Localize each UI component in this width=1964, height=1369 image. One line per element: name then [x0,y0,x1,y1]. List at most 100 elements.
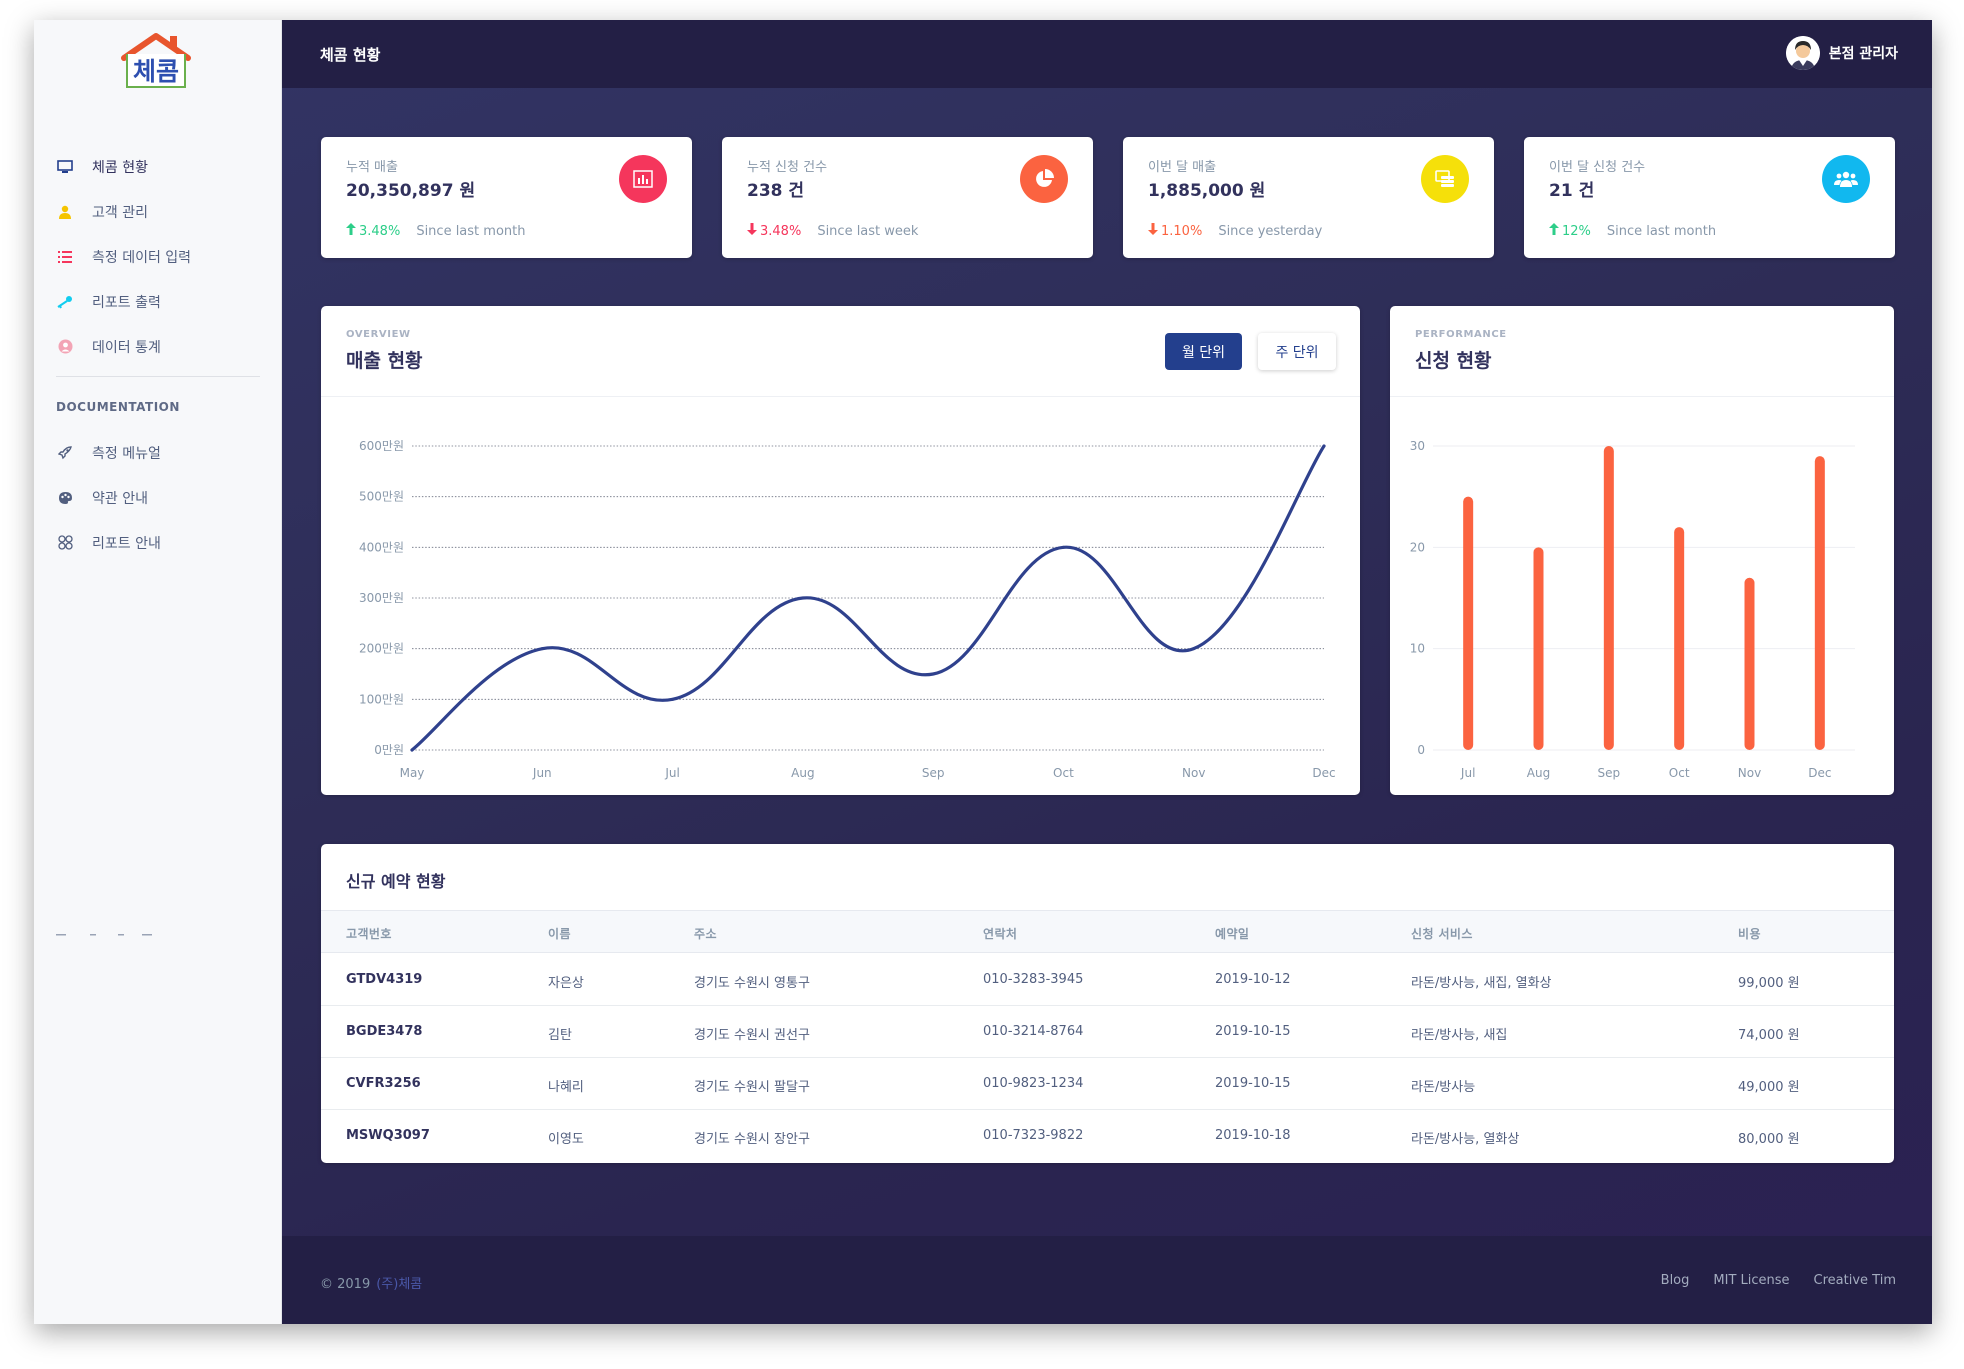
stat-percent: 3.48% [359,223,401,239]
cell-name: 자은상 [548,976,584,991]
cell-cost: 49,000 원 [1738,1080,1800,1095]
stat-card-total-sales: 누적 매출 20,350,897 원 3.48% Since last mont… [321,137,692,258]
performance-bar-chart: 0 10 20 30 Jul Aug Sep Oct Nov Dec [1410,439,1855,780]
footer: © 2019 (주)체콤 Blog MIT License Creative Ti… [282,1236,1932,1324]
y-tick-label: 500만원 [359,490,404,504]
app-window: 체콤 체콤 현황 고객 관리 측정 데이터 입력 [34,20,1932,1324]
user-menu[interactable]: 본점 관리자 [1785,36,1898,70]
sidebar-item-report-guide[interactable]: 리포트 안내 [34,520,282,565]
sidebar-item-label: 측정 데이터 입력 [92,249,192,266]
x-tick-label: Jun [532,766,552,780]
sales-chart-card: OVERVIEW 매출 현황 월 단위 주 단위 0만원 100만원 200만원 30… [321,306,1360,795]
column-header[interactable]: 이름 [548,927,571,941]
cell-name: 김탄 [548,1028,572,1043]
bar-aug[interactable] [1533,547,1544,750]
cell-cost: 80,000 원 [1738,1132,1800,1147]
column-header[interactable]: 주소 [694,927,717,941]
stat-value: 21 건 [1549,181,1595,201]
column-header[interactable]: 고객번호 [346,927,392,941]
page-title[interactable]: 체콤 현황 [320,46,381,64]
cell-date: 2019-10-12 [1215,972,1291,987]
bar-oct[interactable] [1674,527,1685,750]
data-point[interactable] [801,596,805,600]
data-point[interactable] [410,748,414,752]
roof-icon [121,33,191,61]
footer-link-creative-tim[interactable]: Creative Tim [1813,1273,1896,1288]
x-tick-label: Jul [664,766,679,780]
cell-address: 경기도 수원시 팔달구 [694,1080,810,1095]
data-point[interactable] [671,697,675,701]
monthly-button[interactable]: 월 단위 [1165,333,1242,370]
data-point[interactable] [1322,444,1326,448]
data-point[interactable] [540,647,544,651]
main-content: 체콤 현황 본점 관리자 누적 매출 20,350,897 원 [282,20,1932,1324]
table-row[interactable]: GTDV4319 자은상 경기도 수원시 영통구 010-3283-3945 2… [321,954,1894,1006]
x-tick-label: Oct [1669,766,1690,780]
logo-box [126,54,186,88]
table-row[interactable]: CVFR3256 나혜리 경기도 수원시 팔달구 010-9823-1234 2… [321,1058,1894,1110]
card-title: 신청 현황 [1415,350,1492,372]
footer-brand-link[interactable]: (주)체콤 [376,1277,423,1292]
bar-nov[interactable] [1744,577,1755,750]
bar-sep[interactable] [1603,446,1614,750]
coins-icon [1421,155,1469,203]
data-point[interactable] [1061,545,1065,549]
copyright: © 2019 (주)체콤 [320,1273,422,1292]
bar-chart-icon [619,155,667,203]
column-header[interactable]: 연락처 [983,927,1018,941]
sidebar-item-report[interactable]: 리포트 출력 [34,279,282,324]
stat-percent: 1.10% [1161,223,1203,239]
stat-since: Since last week [817,223,919,239]
bar-jul[interactable] [1463,496,1474,750]
y-tick-label: 400만원 [359,540,404,554]
bar-dec[interactable] [1814,456,1825,750]
rocket-icon [56,444,74,462]
sidebar-item-data-input[interactable]: 측정 데이터 입력 [34,234,282,279]
cell-customer-id: BGDE3478 [346,1024,423,1039]
stat-footer: 3.48% Since last week [747,223,918,239]
stat-label: 누적 신청 건수 [747,160,828,175]
sidebar-item-statistics[interactable]: 데이터 통계 [34,324,282,369]
sidebar-item-terms[interactable]: 약관 안내 [34,475,282,520]
footer-link-license[interactable]: MIT License [1713,1273,1790,1288]
sidebar-item-label: 체콤 현황 [92,159,148,176]
y-tick-label: 0만원 [374,743,404,757]
card-overline: PERFORMANCE [1415,329,1507,340]
arrow-down-icon [1148,223,1158,239]
cell-phone: 010-9823-1234 [983,1076,1084,1091]
column-header[interactable]: 비용 [1738,927,1761,941]
sidebar-item-manual[interactable]: 측정 메뉴얼 [34,430,282,475]
x-tick-label: Dec [1808,766,1831,780]
card-overline: OVERVIEW [346,329,411,340]
sidebar-item-dashboard[interactable]: 체콤 현황 [34,144,282,189]
stat-label: 이번 달 매출 [1148,160,1217,175]
monitor-icon [56,158,74,176]
data-point[interactable] [1192,647,1196,651]
sidebar-item-label: 리포트 출력 [92,294,161,311]
cell-service: 라돈/방사능 [1411,1080,1476,1095]
sidebar-item-customers[interactable]: 고객 관리 [34,189,282,234]
x-tick-label: Oct [1053,766,1074,780]
cell-service: 라돈/방사능, 열화상 [1411,1132,1520,1147]
palette-icon [56,489,74,507]
footer-link-blog[interactable]: Blog [1660,1273,1690,1288]
stat-card-month-requests: 이번 달 신청 건수 21 건 12% Since last month [1524,137,1895,258]
table-row[interactable]: MSWQ3097 이영도 경기도 수원시 장안구 010-7323-9822 2… [321,1110,1894,1162]
table-row[interactable]: BGDE3478 김탄 경기도 수원시 권선구 010-3214-8764 20… [321,1006,1894,1058]
y-tick-label: 10 [1410,642,1425,656]
card-header-divider [1390,396,1894,397]
weekly-button[interactable]: 주 단위 [1258,333,1336,370]
sidebar-item-label: 리포트 안내 [92,535,161,552]
logo-text: 체콤 [132,57,179,86]
footer-links: Blog MIT License Creative Tim [1661,1273,1896,1288]
cell-address: 경기도 수원시 영통구 [694,976,810,991]
table-header: 고객번호 이름 주소 연락처 예약일 신청 서비스 비용 [321,910,1894,953]
brand-logo[interactable]: 체콤 [120,32,192,92]
column-header[interactable]: 신청 서비스 [1411,927,1473,941]
pie-chart-icon [1020,155,1068,203]
cell-date: 2019-10-15 [1215,1076,1291,1091]
column-header[interactable]: 예약일 [1215,927,1250,941]
cell-name: 이영도 [548,1132,584,1147]
data-point[interactable] [931,672,935,676]
stat-footer: 3.48% Since last month [346,223,525,239]
